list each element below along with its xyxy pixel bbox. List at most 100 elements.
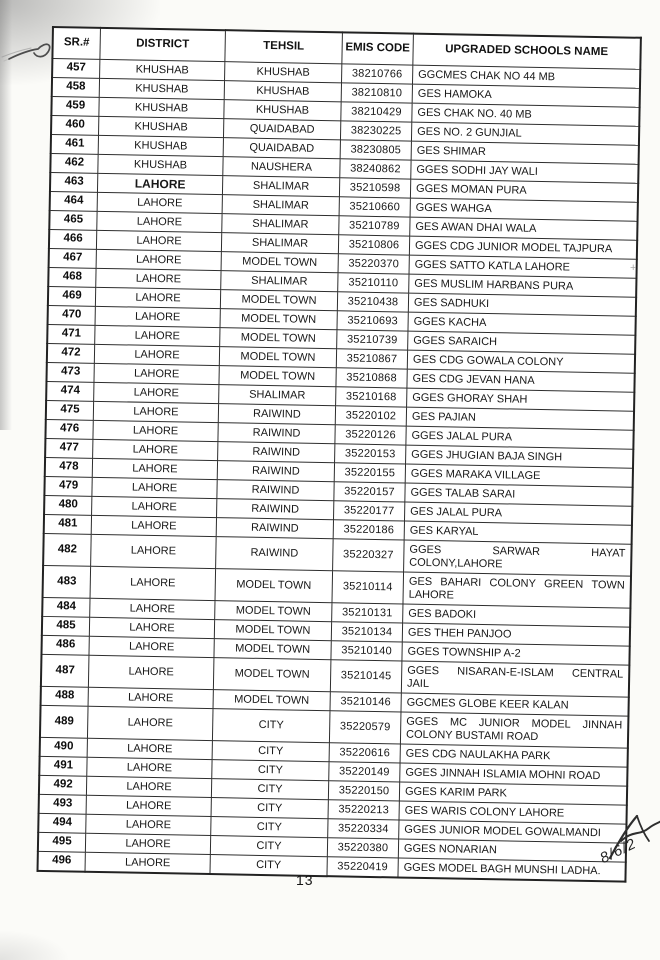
cell-tehsil: KHUSHAB [224, 80, 342, 102]
cell-emis: 35220102 [335, 405, 407, 427]
cell-district: LAHORE [91, 496, 217, 518]
cell-tehsil: SHALIMAR [221, 232, 339, 254]
cell-sr: 486 [41, 635, 90, 656]
cell-name: GGES SARWAR HAYAT COLONY,LAHORE [403, 540, 632, 577]
cell-tehsil: NAUSHERA [222, 156, 341, 178]
cell-tehsil: MODEL TOWN [214, 600, 332, 622]
cell-tehsil: CITY [211, 759, 330, 781]
cell-emis: 38240862 [339, 158, 412, 180]
table-body: 457 KHUSHAB KHUSHAB 38210766 GGCMES CHAK NO … [37, 58, 641, 882]
cell-tehsil: RAIWIND [215, 536, 334, 571]
cell-district: LAHORE [88, 655, 214, 690]
cell-emis: 35220334 [327, 818, 400, 839]
cell-district: KHUSHAB [99, 78, 225, 100]
cell-tehsil: RAIWIND [217, 441, 335, 463]
cell-emis: 35210660 [339, 196, 411, 218]
scan-shadow-left-edge [0, 0, 12, 430]
cell-district: KHUSHAB [98, 135, 224, 157]
cell-sr: 467 [48, 248, 97, 269]
cell-tehsil: CITY [212, 740, 330, 762]
cell-tehsil: MODEL TOWN [221, 251, 339, 273]
cell-tehsil: RAIWIND [218, 403, 336, 425]
cell-district: LAHORE [93, 363, 220, 385]
cell-sr: 489 [39, 705, 89, 739]
cell-sr: 462 [50, 153, 99, 174]
cell-tehsil: MODEL TOWN [214, 619, 332, 641]
cell-sr: 470 [47, 305, 96, 326]
cell-sr: 461 [50, 134, 99, 155]
cell-emis: 35210110 [337, 272, 410, 294]
cell-emis: 35210134 [331, 621, 403, 643]
cell-district: LAHORE [91, 477, 218, 499]
cell-tehsil: SHALIMAR [221, 213, 340, 235]
cell-emis: 35220150 [328, 780, 400, 801]
cell-district: LAHORE [97, 173, 223, 195]
cell-tehsil: KHUSHAB [224, 61, 342, 83]
cell-sr: 474 [46, 381, 94, 402]
cell-tehsil: MODEL TOWN [219, 346, 337, 368]
cell-emis: 35220616 [329, 742, 401, 764]
cell-emis: 35210114 [331, 570, 404, 605]
cell-name: GGES NISARAN-E-ISLAM CENTRAL JAIL [401, 661, 630, 698]
cell-tehsil: MODEL TOWN [218, 365, 337, 387]
cell-district: KHUSHAB [97, 154, 224, 176]
cell-district: LAHORE [88, 636, 215, 658]
cell-tehsil: MODEL TOWN [213, 689, 331, 711]
cell-sr: 495 [37, 832, 86, 853]
cell-district: KHUSHAB [98, 97, 225, 119]
cell-emis: 35210789 [338, 215, 411, 237]
column-header-emis-code: EMIS CODE [341, 32, 414, 66]
cell-district: LAHORE [96, 230, 222, 252]
cell-emis: 35210867 [336, 348, 408, 370]
cell-sr: 469 [47, 286, 96, 307]
column-header-tehsil: TEHSIL [224, 30, 343, 64]
cell-sr: 482 [43, 533, 92, 567]
cell-emis: 35220213 [328, 799, 400, 820]
cell-district: LAHORE [92, 439, 218, 461]
cell-district: LAHORE [87, 706, 214, 741]
cell-emis: 35210145 [330, 659, 402, 694]
cell-sr: 491 [39, 756, 88, 777]
cell-tehsil: MODEL TOWN [220, 308, 338, 330]
cell-district: LAHORE [92, 420, 219, 442]
cell-district: KHUSHAB [98, 116, 224, 138]
cell-emis: 35220380 [327, 837, 399, 858]
cell-sr: 459 [51, 96, 100, 117]
cell-sr: 471 [47, 324, 96, 345]
scan-shadow-bottom-left [0, 930, 70, 960]
cell-tehsil: CITY [211, 778, 329, 800]
cell-district: LAHORE [94, 344, 220, 366]
cell-tehsil: MODEL TOWN [220, 289, 338, 311]
cell-emis: 35220149 [328, 761, 401, 782]
cell-sr: 485 [41, 616, 90, 637]
cell-sr: 494 [38, 813, 87, 834]
cell-district: LAHORE [90, 534, 217, 569]
cell-sr: 487 [40, 654, 89, 688]
cell-tehsil: MODEL TOWN [214, 568, 333, 603]
cell-emis: 35210806 [338, 234, 410, 256]
cell-sr: 473 [46, 362, 95, 383]
cell-emis: 35210131 [331, 602, 403, 624]
cell-district: LAHORE [85, 814, 212, 836]
cell-emis: 35220157 [333, 481, 406, 503]
cell-sr: 481 [43, 514, 92, 535]
cell-tehsil: MODEL TOWN [219, 327, 337, 349]
cell-district: LAHORE [86, 776, 212, 798]
column-header-sr: SR.# [52, 27, 101, 60]
cell-district: LAHORE [95, 268, 222, 290]
cell-sr: 484 [42, 597, 91, 618]
cell-tehsil: RAIWIND [216, 498, 334, 520]
cell-tehsil: CITY [211, 797, 329, 819]
cell-district: KHUSHAB [99, 59, 225, 81]
cell-emis: 38230225 [340, 120, 412, 142]
cell-district: LAHORE [89, 617, 215, 639]
cell-sr: 464 [49, 191, 98, 212]
cell-tehsil: CITY [212, 708, 330, 743]
cell-name: GGES MODEL BAGH MUNSHI LADHA. [397, 857, 626, 882]
cell-district: LAHORE [93, 382, 219, 404]
cell-sr: 492 [38, 775, 87, 796]
cell-emis: 35210438 [337, 291, 409, 313]
cell-tehsil: KHUSHAB [223, 99, 342, 121]
cell-sr: 475 [45, 400, 94, 421]
